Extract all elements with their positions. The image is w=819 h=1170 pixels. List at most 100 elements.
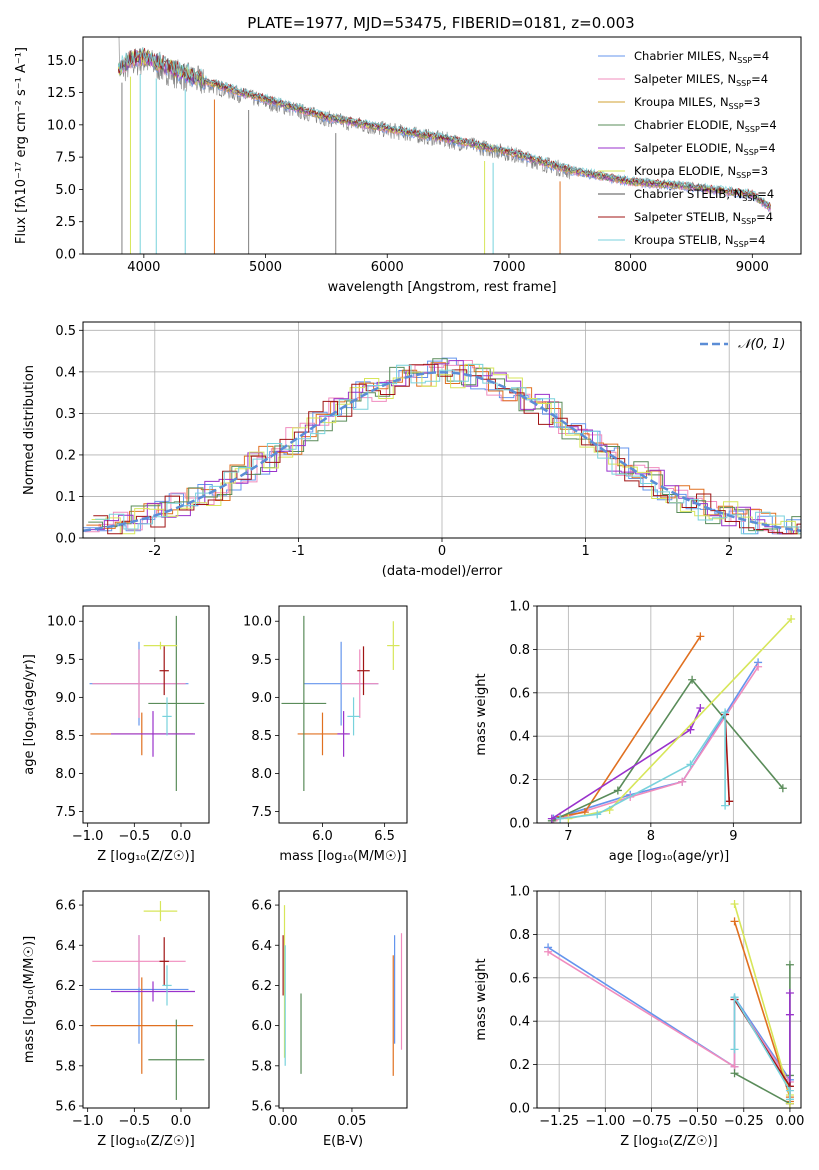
legend-label: Salpeter ELODIE, NSSP=4: [634, 141, 776, 157]
y-tick-label: 8.0: [55, 767, 76, 782]
axes-frame: [278, 890, 408, 1109]
y-axis-label: age [log₁₀(age/yr)]: [22, 654, 37, 775]
mass-weight-marker: [544, 947, 553, 956]
mass-weight-marker: [696, 632, 705, 641]
y-tick-label: 6.2: [251, 979, 272, 994]
mass-weight-marker: [556, 814, 565, 823]
mass-vs-EBV-panel: 0.00 0.05 5.6 5.8 6.0 6.2 6.4 6.6 E(B-V): [251, 890, 408, 1149]
x-tick-label: −0.5: [119, 829, 151, 844]
y-tick-label: 0.3: [55, 407, 76, 422]
weight-vs-Z-panel: −1.25 −1.00 −0.75 −0.50 −0.25 0.00 0.0 0.2 0.4 0.…: [474, 885, 804, 1150]
axes-frame: [82, 321, 802, 539]
mass-weight-marker: [696, 703, 705, 712]
y-tick-label: 5.6: [55, 1099, 76, 1114]
x-axis-label: (data-model)/error: [382, 564, 503, 579]
spectrum-plot-area: [117, 37, 771, 254]
mass-weight-line: [553, 661, 759, 820]
x-tick-label: −1.0: [72, 1114, 104, 1129]
mass-weight-marker: [730, 1069, 739, 1078]
mass-weight-line: [560, 709, 726, 820]
y-tick-label: 0.2: [509, 1058, 530, 1073]
mass-weight-line: [553, 666, 759, 822]
mass-weight-line: [551, 678, 784, 822]
y-tick-label: 6.2: [55, 979, 76, 994]
legend-label: Kroupa ELODIE, NSSP=3: [634, 164, 768, 180]
spectrum-title: PLATE=1977, MJD=53475, FIBERID=0181, z=0…: [247, 14, 634, 32]
y-tick-label: 5.8: [55, 1059, 76, 1074]
y-axis-label: mass weight: [474, 958, 489, 1040]
mass-weight-marker: [730, 993, 739, 1002]
y-tick-label: 5.6: [251, 1099, 272, 1114]
x-tick-label: -2: [148, 544, 161, 559]
x-tick-label: −0.5: [119, 1114, 151, 1129]
y-tick-label: 7.5: [55, 151, 76, 166]
x-tick-label: −0.25: [724, 1114, 764, 1129]
x-tick-label: −1.25: [539, 1114, 579, 1129]
x-axis-label: E(B-V): [323, 1134, 363, 1149]
axes-frame: [82, 890, 210, 1109]
mass-weight-marker: [785, 988, 794, 997]
residual-histogram: [95, 363, 801, 535]
x-tick-label: 1: [581, 544, 589, 559]
y-tick-label: 0.0: [55, 532, 76, 547]
x-axis-label: Z [log₁₀(Z/Z☉)]: [620, 1134, 717, 1149]
x-tick-label: 0: [438, 544, 446, 559]
x-tick-label: 6000: [371, 260, 404, 275]
mass-weight-marker: [787, 615, 796, 624]
y-tick-label: 0.0: [509, 1102, 530, 1117]
y-tick-label: 8.5: [55, 729, 76, 744]
model-spectrum-line: [117, 47, 771, 208]
axes-frame: [536, 890, 802, 1109]
y-tick-label: 5.8: [251, 1059, 272, 1074]
y-tick-label: 0.4: [55, 365, 76, 380]
mass-weight-marker: [688, 675, 697, 684]
mass-weight-marker: [785, 1095, 794, 1104]
y-tick-label: 10.0: [243, 615, 272, 630]
age-vs-mass-plot-area: [281, 615, 400, 792]
y-tick-label: 0.0: [55, 248, 76, 263]
mass-weight-line: [568, 618, 792, 820]
mass-weight-marker: [721, 708, 730, 717]
x-axis-label: mass [log₁₀(M/M☉)]: [279, 849, 406, 864]
x-tick-label: −1.00: [585, 1114, 625, 1129]
legend-label: Salpeter MILES, NSSP=4: [634, 72, 768, 88]
x-axis-label: wavelength [Angstrom, rest frame]: [328, 280, 557, 295]
mass-weight-marker: [593, 810, 602, 819]
y-tick-label: 9.5: [251, 653, 272, 668]
y-tick-label: 10.0: [47, 615, 76, 630]
y-tick-label: 7.5: [251, 805, 272, 820]
y-tick-label: 6.6: [251, 899, 272, 914]
gaussian-curve: [83, 371, 801, 532]
legend-label: Chabrier ELODIE, NSSP=4: [634, 118, 777, 134]
x-tick-label: 5000: [249, 260, 282, 275]
mass-vs-EBV-plot-area: [282, 905, 403, 1076]
x-tick-label: 7000: [492, 260, 525, 275]
mass-weight-line: [734, 964, 791, 1106]
y-tick-label: 1.0: [509, 885, 530, 900]
mass-weight-marker: [778, 784, 787, 793]
axes-frame: [536, 605, 802, 824]
mass-weight-line: [551, 707, 702, 820]
y-tick-label: 0.6: [509, 971, 530, 986]
y-tick-label: 0.0: [509, 817, 530, 832]
y-tick-label: 0.4: [509, 1015, 530, 1030]
mass-vs-Z-panel: −1.0 −0.5 0.0 5.6 5.8 6.0 6.2 6.4 6.6 Z [log₁₀(Z/…: [22, 890, 210, 1149]
mass-weight-marker: [730, 900, 739, 909]
x-tick-label: 8: [647, 829, 655, 844]
spectrum-legend: Chabrier MILES, NSSP=4 Salpeter MILES, NS…: [598, 49, 777, 249]
legend-label: 𝒩(0, 1): [738, 337, 785, 352]
mass-weight-line: [559, 635, 701, 818]
residuals-plot-area: [83, 357, 801, 535]
x-tick-label: 0.05: [337, 1114, 366, 1129]
weight-vs-age-panel: 7 8 9 0.0 0.2 0.4 0.6 0.8 1.0 age [log₁₀(age/yr)]…: [474, 600, 802, 864]
x-tick-label: 9: [729, 829, 737, 844]
legend-label: Kroupa STELIB, NSSP=4: [634, 233, 765, 249]
axes-frame: [82, 605, 210, 824]
residual-histogram: [91, 363, 801, 535]
y-tick-label: 0.8: [509, 643, 530, 658]
legend-label: Chabrier STELIB, NSSP=4: [634, 187, 774, 203]
x-tick-label: 0.0: [171, 829, 192, 844]
model-spectrum-line: [117, 47, 771, 208]
y-tick-label: 0.2: [55, 448, 76, 463]
age-vs-Z-plot-area: [89, 615, 205, 792]
